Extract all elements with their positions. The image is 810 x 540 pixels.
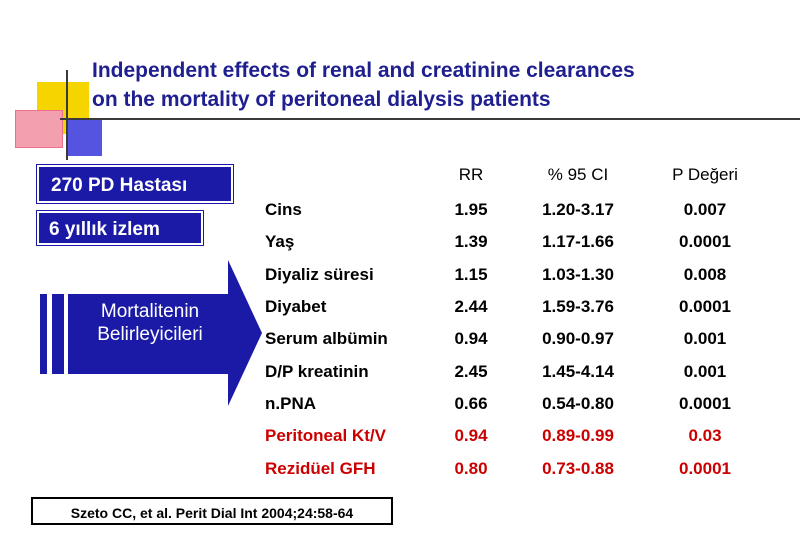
patients-label-box: 270 PD Hastası bbox=[37, 165, 233, 203]
title-line-2: on the mortality of peritoneal dialysis … bbox=[92, 88, 551, 111]
table-row: Cins 1.95 1.20-3.17 0.007 bbox=[257, 194, 766, 226]
ci-cell: 1.20-3.17 bbox=[542, 200, 614, 220]
ci-cell: 0.90-0.97 bbox=[542, 329, 614, 349]
p-cell: 0.0001 bbox=[679, 232, 731, 252]
ci-cell: 0.54-0.80 bbox=[542, 393, 614, 413]
citation-box: Szeto CC, et al. Perit Dial Int 2004;24:… bbox=[31, 497, 393, 525]
factor-cell: Serum albümin bbox=[265, 329, 388, 349]
factor-cell: D/P kreatinin bbox=[265, 361, 369, 381]
header-p: P Değeri bbox=[672, 165, 738, 184]
rr-cell: 0.66 bbox=[454, 393, 488, 413]
ci-cell: 1.59-3.76 bbox=[542, 297, 614, 317]
rr-cell: 1.15 bbox=[454, 264, 488, 284]
table-row-highlighted: Peritoneal Kt/V 0.94 0.89-0.99 0.03 bbox=[257, 420, 766, 452]
factor-cell: Diyaliz süresi bbox=[265, 264, 374, 284]
rr-cell: 2.45 bbox=[454, 361, 488, 381]
rr-cell: 1.95 bbox=[454, 200, 488, 220]
p-cell: 0.0001 bbox=[679, 393, 731, 413]
table-row: Diyabet 2.44 1.59-3.76 0.0001 bbox=[257, 291, 766, 323]
factor-cell: Yaş bbox=[265, 232, 295, 252]
rr-cell: 2.44 bbox=[454, 297, 488, 317]
arrow-label-line-2: Belirleyicileri bbox=[97, 324, 203, 345]
arrow-shape bbox=[68, 260, 262, 406]
table-row: Yaş 1.39 1.17-1.66 0.0001 bbox=[257, 226, 766, 258]
p-cell: 0.03 bbox=[688, 426, 722, 446]
title-divider bbox=[60, 118, 800, 120]
ci-cell: 1.17-1.66 bbox=[542, 232, 614, 252]
factor-cell: Peritoneal Kt/V bbox=[265, 426, 386, 446]
header-ci: % 95 CI bbox=[547, 165, 609, 184]
factor-cell: Rezidüel GFH bbox=[265, 458, 376, 478]
rr-cell: 0.94 bbox=[454, 426, 488, 446]
p-cell: 0.008 bbox=[683, 264, 727, 284]
p-cell: 0.0001 bbox=[679, 458, 731, 478]
mortality-table: RR % 95 CI P Değeri Cins 1.95 1.20-3.17 … bbox=[257, 156, 766, 485]
table-row-highlighted: Rezidüel GFH 0.80 0.73-0.88 0.0001 bbox=[257, 452, 766, 484]
factor-cell: Diyabet bbox=[265, 297, 327, 317]
follow-up-label-box: 6 yıllık izlem bbox=[37, 211, 203, 245]
table-row: Serum albümin 0.94 0.90-0.97 0.001 bbox=[257, 323, 766, 355]
factor-cell: n.PNA bbox=[265, 393, 316, 413]
arrow-bar-2 bbox=[52, 294, 64, 374]
p-cell: 0.001 bbox=[683, 361, 727, 381]
deco-vertical-line bbox=[66, 70, 68, 160]
table-row: Diyaliz süresi 1.15 1.03-1.30 0.008 bbox=[257, 259, 766, 291]
deco-red-square bbox=[15, 110, 63, 148]
deco-blue-square bbox=[68, 118, 102, 156]
determinants-arrow bbox=[40, 260, 262, 406]
rr-cell: 0.94 bbox=[454, 329, 488, 349]
ci-cell: 0.89-0.99 bbox=[542, 426, 614, 446]
rr-cell: 1.39 bbox=[454, 232, 488, 252]
table-row: D/P kreatinin 2.45 1.45-4.14 0.001 bbox=[257, 355, 766, 387]
arrow-bar-1 bbox=[40, 294, 47, 374]
p-cell: 0.007 bbox=[683, 200, 727, 220]
ci-cell: 0.73-0.88 bbox=[542, 458, 614, 478]
table-header-row: RR % 95 CI P Değeri bbox=[257, 156, 766, 194]
ci-cell: 1.45-4.14 bbox=[542, 361, 614, 381]
header-factor bbox=[257, 156, 430, 194]
header-rr: RR bbox=[458, 165, 484, 184]
arrow-label-line-1: Mortalitenin bbox=[100, 301, 200, 322]
table-row: n.PNA 0.66 0.54-0.80 0.0001 bbox=[257, 388, 766, 420]
title-line-1: Independent effects of renal and creatin… bbox=[92, 59, 635, 82]
factor-cell: Cins bbox=[265, 200, 302, 220]
ci-cell: 1.03-1.30 bbox=[542, 264, 614, 284]
page-title: Independent effects of renal and creatin… bbox=[92, 56, 792, 114]
p-cell: 0.0001 bbox=[679, 297, 731, 317]
arrow-label: Mortalitenin Belirleyicileri bbox=[70, 300, 230, 346]
p-cell: 0.001 bbox=[683, 329, 727, 349]
rr-cell: 0.80 bbox=[454, 458, 488, 478]
